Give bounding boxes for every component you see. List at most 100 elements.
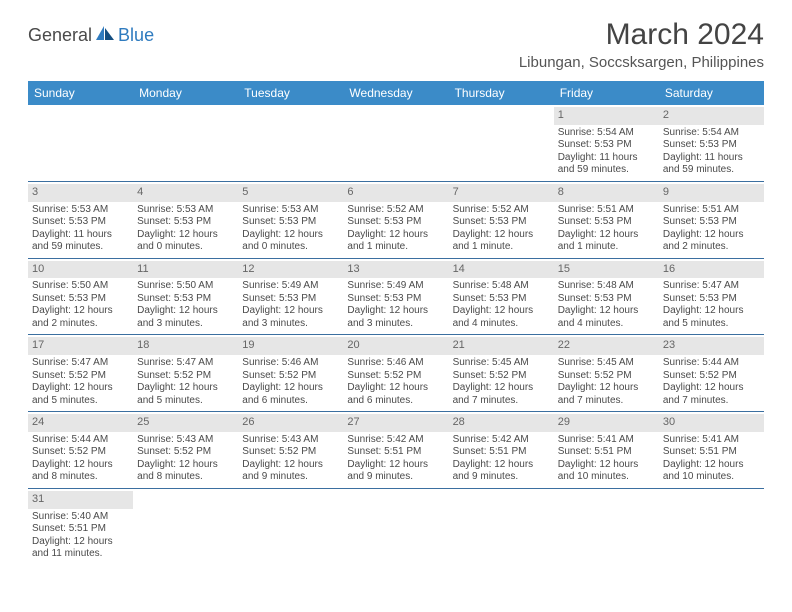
sunset-text: Sunset: 5:52 PM <box>242 370 339 383</box>
sunrise-text: Sunrise: 5:52 AM <box>347 204 444 217</box>
sunrise-text: Sunrise: 5:44 AM <box>32 434 129 447</box>
logo: General Blue <box>28 18 154 47</box>
daylight-text: Daylight: 12 hours and 3 minutes. <box>347 305 444 330</box>
day-number: 16 <box>659 261 764 279</box>
daylight-text: Daylight: 11 hours and 59 minutes. <box>32 229 129 254</box>
sunrise-text: Sunrise: 5:42 AM <box>347 434 444 447</box>
calendar-cell <box>659 489 764 565</box>
calendar-cell <box>343 105 448 181</box>
calendar-cell: 22Sunrise: 5:45 AMSunset: 5:52 PMDayligh… <box>554 335 659 411</box>
daylight-text: Daylight: 12 hours and 3 minutes. <box>137 305 234 330</box>
day-number: 20 <box>343 337 448 355</box>
daylight-text: Daylight: 12 hours and 5 minutes. <box>32 382 129 407</box>
sunset-text: Sunset: 5:53 PM <box>347 216 444 229</box>
calendar-cell: 20Sunrise: 5:46 AMSunset: 5:52 PMDayligh… <box>343 335 448 411</box>
daylight-text: Daylight: 12 hours and 4 minutes. <box>453 305 550 330</box>
day-number: 21 <box>449 337 554 355</box>
page-header: General Blue March 2024 Libungan, Soccsk… <box>28 18 764 71</box>
sunset-text: Sunset: 5:53 PM <box>242 293 339 306</box>
daylight-text: Daylight: 12 hours and 5 minutes. <box>663 305 760 330</box>
calendar-cell: 5Sunrise: 5:53 AMSunset: 5:53 PMDaylight… <box>238 182 343 258</box>
calendar-cell: 24Sunrise: 5:44 AMSunset: 5:52 PMDayligh… <box>28 412 133 488</box>
daylight-text: Daylight: 12 hours and 8 minutes. <box>32 459 129 484</box>
sunset-text: Sunset: 5:52 PM <box>32 446 129 459</box>
calendar-row: 24Sunrise: 5:44 AMSunset: 5:52 PMDayligh… <box>28 412 764 489</box>
calendar-cell: 21Sunrise: 5:45 AMSunset: 5:52 PMDayligh… <box>449 335 554 411</box>
day-number: 17 <box>28 337 133 355</box>
day-number: 15 <box>554 261 659 279</box>
day-number: 7 <box>449 184 554 202</box>
day-number: 6 <box>343 184 448 202</box>
daylight-text: Daylight: 12 hours and 7 minutes. <box>453 382 550 407</box>
daylight-text: Daylight: 12 hours and 0 minutes. <box>242 229 339 254</box>
day-number: 13 <box>343 261 448 279</box>
daylight-text: Daylight: 12 hours and 9 minutes. <box>453 459 550 484</box>
sunrise-text: Sunrise: 5:46 AM <box>347 357 444 370</box>
daylight-text: Daylight: 12 hours and 0 minutes. <box>137 229 234 254</box>
sunset-text: Sunset: 5:51 PM <box>347 446 444 459</box>
day-number: 8 <box>554 184 659 202</box>
sunrise-text: Sunrise: 5:45 AM <box>558 357 655 370</box>
day-number: 31 <box>28 491 133 509</box>
sunrise-text: Sunrise: 5:51 AM <box>558 204 655 217</box>
sunset-text: Sunset: 5:53 PM <box>137 293 234 306</box>
sunset-text: Sunset: 5:53 PM <box>558 216 655 229</box>
sunset-text: Sunset: 5:53 PM <box>242 216 339 229</box>
sunrise-text: Sunrise: 5:49 AM <box>242 280 339 293</box>
sunrise-text: Sunrise: 5:48 AM <box>558 280 655 293</box>
sunset-text: Sunset: 5:53 PM <box>32 216 129 229</box>
day-number: 29 <box>554 414 659 432</box>
sunset-text: Sunset: 5:53 PM <box>663 139 760 152</box>
calendar-cell: 10Sunrise: 5:50 AMSunset: 5:53 PMDayligh… <box>28 259 133 335</box>
calendar-header-row: Sunday Monday Tuesday Wednesday Thursday… <box>28 81 764 105</box>
day-number: 26 <box>238 414 343 432</box>
sunset-text: Sunset: 5:51 PM <box>558 446 655 459</box>
sunrise-text: Sunrise: 5:43 AM <box>242 434 339 447</box>
day-number: 5 <box>238 184 343 202</box>
calendar-cell: 16Sunrise: 5:47 AMSunset: 5:53 PMDayligh… <box>659 259 764 335</box>
day-number: 23 <box>659 337 764 355</box>
sunset-text: Sunset: 5:51 PM <box>453 446 550 459</box>
sunrise-text: Sunrise: 5:44 AM <box>663 357 760 370</box>
sunset-text: Sunset: 5:53 PM <box>453 293 550 306</box>
day-number: 12 <box>238 261 343 279</box>
daylight-text: Daylight: 12 hours and 2 minutes. <box>663 229 760 254</box>
daylight-text: Daylight: 12 hours and 9 minutes. <box>347 459 444 484</box>
sunrise-text: Sunrise: 5:49 AM <box>347 280 444 293</box>
calendar-cell: 4Sunrise: 5:53 AMSunset: 5:53 PMDaylight… <box>133 182 238 258</box>
calendar-cell: 25Sunrise: 5:43 AMSunset: 5:52 PMDayligh… <box>133 412 238 488</box>
day-header: Thursday <box>449 81 554 105</box>
day-number: 9 <box>659 184 764 202</box>
day-header: Monday <box>133 81 238 105</box>
daylight-text: Daylight: 11 hours and 59 minutes. <box>663 152 760 177</box>
daylight-text: Daylight: 12 hours and 2 minutes. <box>32 305 129 330</box>
sunset-text: Sunset: 5:52 PM <box>558 370 655 383</box>
calendar-cell: 8Sunrise: 5:51 AMSunset: 5:53 PMDaylight… <box>554 182 659 258</box>
sunset-text: Sunset: 5:51 PM <box>663 446 760 459</box>
sunset-text: Sunset: 5:52 PM <box>663 370 760 383</box>
calendar-cell: 11Sunrise: 5:50 AMSunset: 5:53 PMDayligh… <box>133 259 238 335</box>
calendar-cell: 18Sunrise: 5:47 AMSunset: 5:52 PMDayligh… <box>133 335 238 411</box>
calendar-row: 1Sunrise: 5:54 AMSunset: 5:53 PMDaylight… <box>28 105 764 182</box>
calendar-cell: 7Sunrise: 5:52 AMSunset: 5:53 PMDaylight… <box>449 182 554 258</box>
daylight-text: Daylight: 12 hours and 6 minutes. <box>242 382 339 407</box>
sunrise-text: Sunrise: 5:54 AM <box>558 127 655 140</box>
day-number: 19 <box>238 337 343 355</box>
calendar-cell: 26Sunrise: 5:43 AMSunset: 5:52 PMDayligh… <box>238 412 343 488</box>
sunset-text: Sunset: 5:51 PM <box>32 523 129 536</box>
calendar-cell: 2Sunrise: 5:54 AMSunset: 5:53 PMDaylight… <box>659 105 764 181</box>
sunrise-text: Sunrise: 5:40 AM <box>32 511 129 524</box>
sunrise-text: Sunrise: 5:50 AM <box>137 280 234 293</box>
sunrise-text: Sunrise: 5:47 AM <box>32 357 129 370</box>
calendar-cell <box>133 489 238 565</box>
calendar-cell: 17Sunrise: 5:47 AMSunset: 5:52 PMDayligh… <box>28 335 133 411</box>
sunrise-text: Sunrise: 5:47 AM <box>663 280 760 293</box>
day-number: 25 <box>133 414 238 432</box>
daylight-text: Daylight: 12 hours and 10 minutes. <box>558 459 655 484</box>
day-number: 3 <box>28 184 133 202</box>
calendar-cell: 30Sunrise: 5:41 AMSunset: 5:51 PMDayligh… <box>659 412 764 488</box>
sunrise-text: Sunrise: 5:47 AM <box>137 357 234 370</box>
calendar-cell: 19Sunrise: 5:46 AMSunset: 5:52 PMDayligh… <box>238 335 343 411</box>
day-number: 30 <box>659 414 764 432</box>
sunrise-text: Sunrise: 5:48 AM <box>453 280 550 293</box>
